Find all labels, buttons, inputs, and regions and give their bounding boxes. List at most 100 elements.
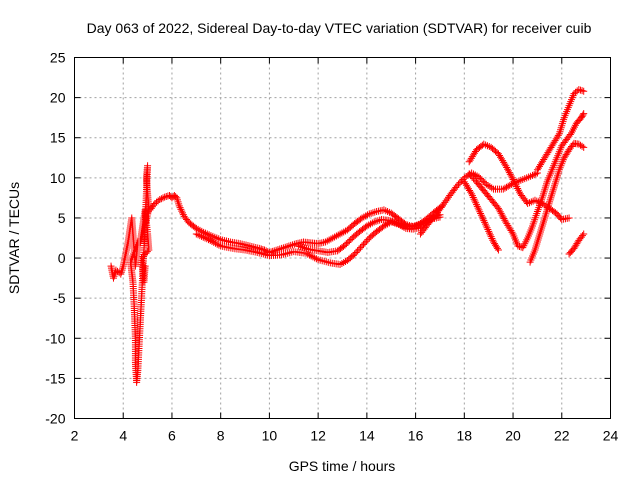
data-point	[470, 175, 478, 183]
series-0	[107, 162, 153, 386]
data-point	[321, 238, 329, 246]
data-point	[390, 218, 398, 226]
data-point	[394, 220, 402, 228]
data-point	[468, 190, 476, 198]
x-tick-label: 14	[359, 428, 375, 444]
data-point	[338, 229, 346, 237]
data-point	[436, 213, 444, 221]
data-point	[468, 173, 476, 181]
data-point	[485, 227, 493, 235]
data-point	[341, 241, 349, 249]
data-point	[139, 252, 147, 260]
data-point	[384, 220, 392, 228]
data-point	[285, 242, 293, 250]
data-point	[476, 208, 484, 216]
data-point	[575, 86, 583, 94]
data-point	[150, 201, 158, 209]
data-point	[494, 204, 502, 212]
data-point	[474, 204, 482, 212]
data-point	[502, 162, 510, 170]
data-point	[475, 206, 483, 214]
data-point	[388, 218, 396, 226]
data-point	[485, 229, 493, 237]
data-point	[530, 171, 538, 179]
data-point	[360, 213, 368, 221]
data-point	[516, 243, 524, 251]
data-point	[500, 215, 508, 223]
data-point	[457, 177, 465, 185]
data-point	[565, 214, 573, 222]
data-point	[269, 247, 277, 255]
data-point	[192, 230, 200, 238]
data-point	[342, 240, 350, 248]
data-point	[374, 217, 382, 225]
data-point	[382, 207, 390, 215]
data-point	[396, 220, 404, 228]
data-point	[580, 110, 588, 118]
data-point	[483, 224, 491, 232]
data-point	[540, 201, 548, 209]
data-point	[278, 244, 286, 252]
data-point	[198, 232, 206, 240]
data-point	[527, 198, 535, 206]
data-point	[525, 199, 533, 207]
data-point	[387, 217, 395, 225]
data-point	[369, 209, 377, 217]
data-point	[486, 183, 494, 191]
data-point	[364, 236, 372, 244]
data-point	[566, 131, 574, 139]
data-point	[453, 182, 461, 190]
data-point	[507, 172, 515, 180]
x-tick-label: 8	[217, 428, 225, 444]
data-point	[367, 220, 375, 228]
data-point	[454, 180, 462, 188]
data-point	[176, 204, 184, 212]
data-point	[357, 244, 365, 252]
data-point	[213, 240, 221, 248]
data-point	[327, 235, 335, 243]
data-point	[140, 251, 148, 259]
data-point	[203, 230, 211, 238]
data-point	[340, 258, 348, 266]
data-point	[194, 231, 202, 239]
data-point	[179, 209, 187, 217]
data-point	[382, 221, 390, 229]
data-point	[481, 218, 489, 226]
data-point	[467, 188, 475, 196]
data-point	[363, 222, 371, 230]
data-point	[145, 246, 153, 254]
data-point	[478, 213, 486, 221]
data-points	[107, 86, 588, 386]
data-point	[196, 232, 204, 240]
data-point	[494, 246, 502, 254]
tick-layer: 2 4 6 8 10 12 14 16 18 20 22 24-20-15-10-5051015202…	[45, 50, 618, 444]
data-point	[161, 193, 169, 201]
data-point	[205, 231, 213, 239]
data-point	[488, 184, 496, 192]
x-tick-label: 12	[310, 428, 326, 444]
data-point	[172, 193, 180, 201]
data-point	[504, 167, 512, 175]
y-tick-label: 25	[50, 50, 66, 66]
data-point	[384, 208, 392, 216]
data-point	[557, 214, 565, 222]
data-point	[312, 255, 320, 263]
data-point	[365, 221, 373, 229]
data-point	[479, 215, 487, 223]
data-point	[512, 181, 520, 189]
series-4	[416, 169, 541, 238]
data-point	[281, 243, 289, 251]
data-point	[344, 238, 352, 246]
data-point	[482, 222, 490, 230]
data-point	[514, 184, 522, 192]
data-point	[276, 245, 284, 253]
data-point	[380, 206, 388, 214]
x-tick-label: 10	[262, 428, 278, 444]
data-point	[503, 164, 511, 172]
data-point	[352, 248, 360, 256]
data-point	[477, 211, 485, 219]
data-point	[398, 221, 406, 229]
data-point	[456, 179, 464, 187]
data-point	[289, 241, 297, 249]
data-point	[493, 244, 501, 252]
